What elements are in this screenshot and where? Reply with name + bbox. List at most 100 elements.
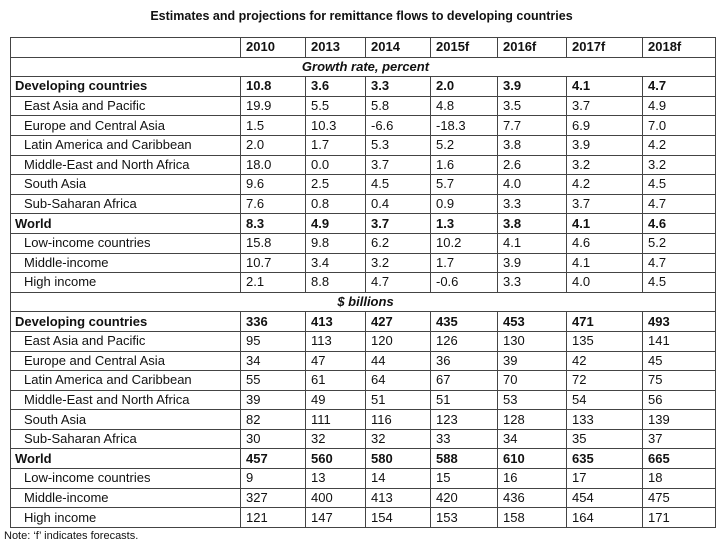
cell: 9 [240,468,306,489]
cell: 2.0 [430,76,498,97]
cell: 133 [566,409,643,430]
cell: 55 [240,370,306,391]
cell: 4.5 [365,174,431,195]
column-header: 2014 [365,37,431,58]
cell: 61 [305,370,366,391]
cell: 51 [430,389,498,411]
table-body: 2010 2013 2014 2015f 2016f 2017f 2018f Growth r… [10,37,716,528]
cell: -0.6 [430,272,498,293]
cell: 8.3 [240,213,306,234]
cell: 18 [642,468,716,489]
cell: 33 [430,428,498,450]
cell: 147 [305,507,366,528]
table-row: South Asia 82 111 116 123 128 133 139 [10,409,716,430]
cell: 3.9 [497,252,567,274]
cell: 154 [365,507,431,528]
cell: 32 [305,428,366,450]
table-row: Sub-Saharan Africa 30 32 32 33 34 35 37 [10,428,716,450]
cell: 4.0 [497,174,567,195]
cell: 327 [240,487,306,509]
cell: 7.7 [497,115,567,136]
cell: 70 [497,370,567,391]
row-label: Sub-Saharan Africa [10,193,241,215]
row-label: World [10,213,241,234]
cell: 171 [642,507,716,528]
cell: 164 [566,507,643,528]
cell: 0.4 [365,193,431,215]
row-label: Middle-income [10,252,241,274]
table-row: Low-income countries 9 13 14 15 16 17 18 [10,468,716,489]
cell: 34 [497,428,567,450]
row-label: South Asia [10,409,241,430]
row-label: Middle-East and North Africa [10,389,241,411]
cell: 15 [430,468,498,489]
table-row: Developing countries 10.8 3.6 3.3 2.0 3.9 4.1 4… [10,76,716,97]
cell: 10.8 [240,76,306,97]
cell: 420 [430,487,498,509]
cell: 3.7 [566,95,643,117]
cell: 3.3 [497,193,567,215]
row-label: Middle-income [10,487,241,509]
cell: 36 [430,350,498,372]
cell: 3.7 [365,213,431,234]
cell: 128 [497,409,567,430]
cell: 3.9 [497,76,567,97]
cell: 113 [305,330,366,352]
column-header: 2010 [240,37,306,58]
cell: 436 [497,487,567,509]
note: Note: ‘f’ indicates forecasts. [4,530,139,542]
cell: 10.2 [430,232,498,254]
cell: 15.8 [240,232,306,254]
section-row: $ billions [10,291,716,313]
table-row: World 8.3 4.9 3.7 1.3 3.8 4.1 4.6 [10,213,716,234]
cell: 400 [305,487,366,509]
cell: 7.6 [240,193,306,215]
cell: 3.7 [566,193,643,215]
cell: 16 [497,468,567,489]
table-row: East Asia and Pacific 19.9 5.5 5.8 4.8 3.5 3.7… [10,95,716,117]
table-row: Latin America and Caribbean 2.0 1.7 5.3 5.2 3… [10,134,716,156]
cell: 2.6 [497,154,567,176]
cell: 47 [305,350,366,372]
cell: 45 [642,350,716,372]
cell: 5.2 [430,134,498,156]
table-row: Low-income countries 15.8 9.8 6.2 10.2 4.1 4.6… [10,232,716,254]
table-row: Middle-income 10.7 3.4 3.2 1.7 3.9 4.1 4.7 [10,252,716,274]
cell: 6.2 [365,232,431,254]
table-row: Middle-income 327 400 413 420 436 454 475 [10,487,716,509]
cell: 37 [642,428,716,450]
cell: 4.5 [642,272,716,293]
cell: 0.8 [305,193,366,215]
cell: 120 [365,330,431,352]
cell: 5.7 [430,174,498,195]
row-label: East Asia and Pacific [10,95,241,117]
table-title: Estimates and projections for remittance… [150,9,573,23]
cell: 39 [497,350,567,372]
header-cell [10,37,241,58]
cell: 3.8 [497,213,567,234]
table-row: High income 2.1 8.8 4.7 -0.6 3.3 4.0 4.5 [10,272,716,293]
cell: 336 [240,311,306,332]
cell: 30 [240,428,306,450]
row-label: Developing countries [10,76,241,97]
cell: 13 [305,468,366,489]
table-row: Europe and Central Asia 1.5 10.3 -6.6 -18.3 7… [10,115,716,136]
cell: 111 [305,409,366,430]
cell: 4.9 [305,213,366,234]
cell: 153 [430,507,498,528]
cell: 3.6 [305,76,366,97]
table-row: Latin America and Caribbean 55 61 64 67 70 72 7… [10,370,716,391]
cell: 49 [305,389,366,411]
cell: 1.3 [430,213,498,234]
cell: 135 [566,330,643,352]
cell: 493 [642,311,716,332]
cell: 4.2 [566,174,643,195]
cell: 4.5 [642,174,716,195]
cell: 67 [430,370,498,391]
cell: 5.8 [365,95,431,117]
cell: 32 [365,428,431,450]
row-label: High income [10,272,241,293]
cell: 19.9 [240,95,306,117]
cell: 42 [566,350,643,372]
